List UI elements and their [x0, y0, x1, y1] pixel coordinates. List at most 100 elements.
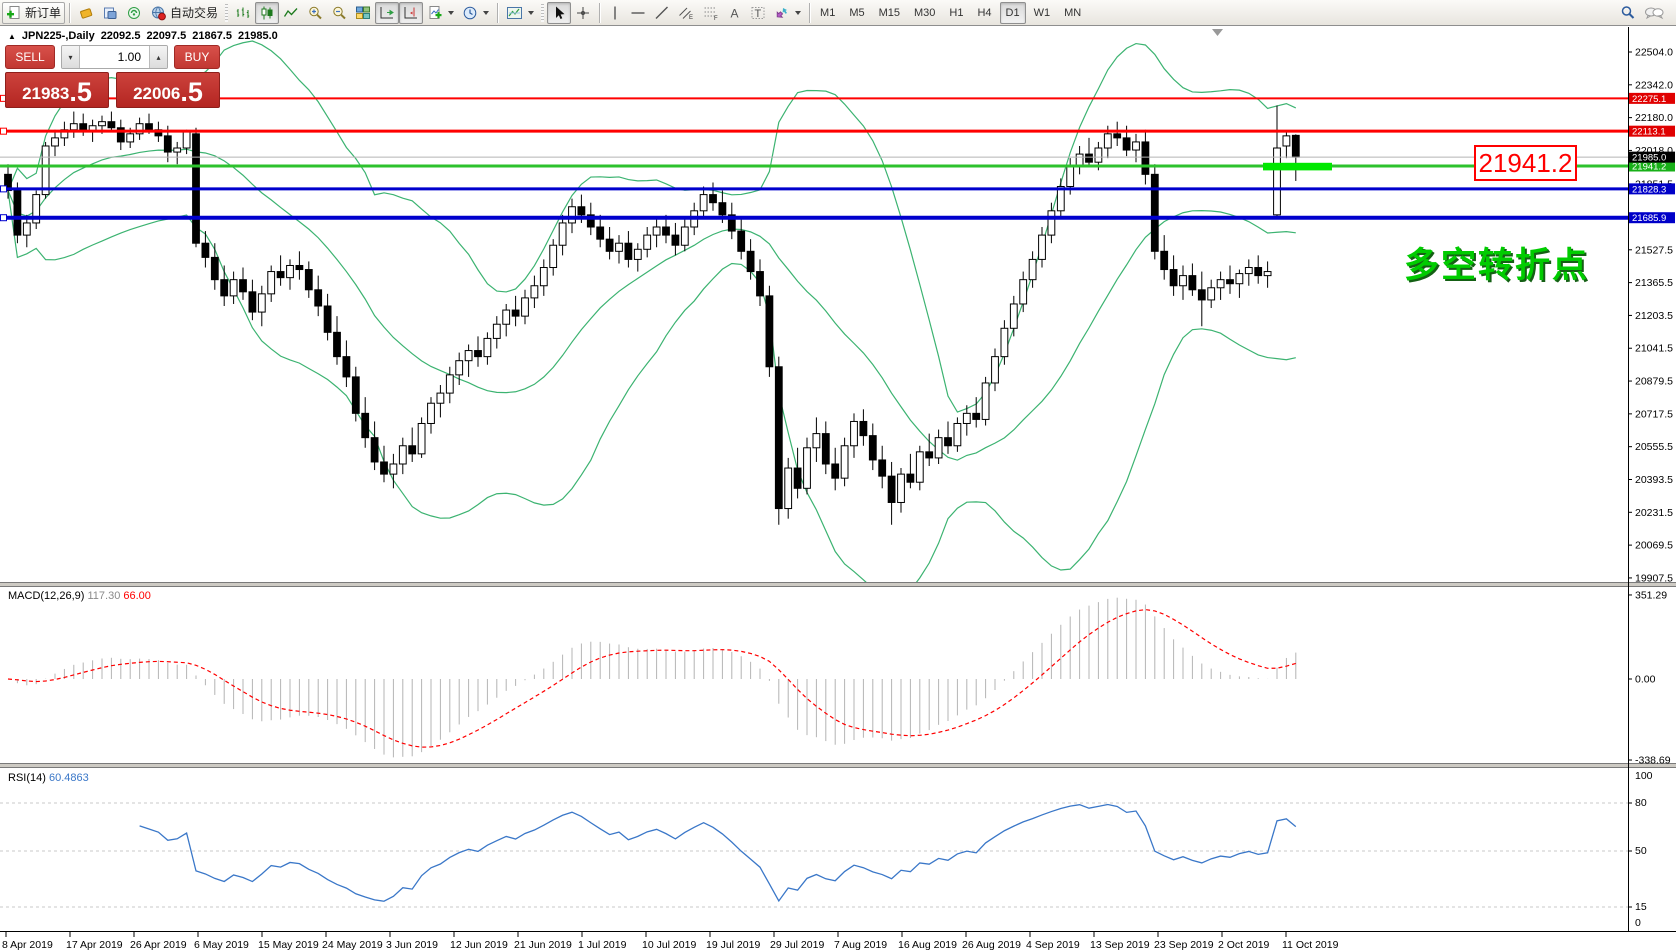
buy-price-pips: .5 — [180, 77, 203, 108]
new-order-button[interactable]: 新订单 — [2, 1, 66, 24]
data-window-button[interactable] — [98, 2, 122, 24]
indicators-button[interactable] — [423, 2, 458, 24]
svg-text:7 Aug 2019: 7 Aug 2019 — [834, 939, 887, 951]
candlestick-chart-button[interactable] — [255, 1, 280, 24]
vertical-line-button[interactable] — [604, 2, 626, 24]
line-chart-button[interactable] — [279, 2, 303, 24]
timeframe-MN[interactable]: MN — [1064, 6, 1082, 19]
panel-separator[interactable] — [0, 582, 1676, 587]
timeframe-M15[interactable]: M15 — [878, 6, 900, 19]
bar-chart-icon — [236, 7, 250, 18]
toolbar-drag-handle[interactable] — [541, 3, 545, 22]
text-button[interactable]: A — [724, 2, 746, 24]
autotrade-button[interactable]: 自动交易 — [146, 2, 222, 24]
svg-text:80: 80 — [1635, 797, 1647, 809]
toolbar-separator — [809, 2, 811, 23]
timeframe-D1[interactable]: D1 — [999, 1, 1026, 24]
toolbar-separator — [69, 2, 71, 23]
svg-text:22275.1: 22275.1 — [1632, 94, 1666, 105]
svg-text:21365.5: 21365.5 — [1635, 277, 1673, 289]
svg-text:351.29: 351.29 — [1635, 589, 1667, 601]
tile-windows-button[interactable] — [351, 2, 375, 24]
sell-price-pips: .5 — [69, 77, 92, 108]
timeframe-H4[interactable]: H4 — [977, 6, 992, 19]
fibonacci-button[interactable]: F — [699, 2, 724, 24]
svg-text:4 Sep 2019: 4 Sep 2019 — [1026, 939, 1080, 951]
level-line-21828.3[interactable] — [0, 185, 1628, 193]
buy-button[interactable]: BUY — [174, 45, 220, 69]
price-annotation-box[interactable]: 21941.2 — [1474, 145, 1577, 181]
buy-price-box[interactable]: 22006.5 — [116, 72, 220, 108]
date-axis[interactable]: 8 Apr 2019 17 Apr 2019 26 Apr 2019 6 May 20… — [2, 932, 1339, 951]
svg-text:20393.5: 20393.5 — [1635, 474, 1673, 486]
cursor-button[interactable] — [547, 1, 572, 24]
svg-text:16 Aug 2019: 16 Aug 2019 — [898, 939, 957, 951]
timeframe-group: M1 M5 M15 M30 H1 H4 D1 W1 MN — [814, 1, 1087, 24]
fibonacci-icon: F — [704, 7, 718, 21]
zoom-out-button[interactable] — [327, 2, 351, 24]
macd-signal-line — [7, 608, 1296, 748]
arrow-objects-icon — [776, 7, 788, 18]
svg-text:11 Oct 2019: 11 Oct 2019 — [1282, 939, 1339, 951]
timeframe-H1[interactable]: H1 — [949, 6, 964, 19]
sell-price-box[interactable]: 21983.5 — [5, 72, 109, 108]
trendline-button[interactable] — [650, 2, 674, 24]
periods-button[interactable] — [458, 2, 493, 24]
horizontal-line-button[interactable] — [626, 2, 650, 24]
arrows-button[interactable] — [770, 2, 805, 24]
tag-icon — [80, 7, 93, 19]
crosshair-icon — [577, 6, 590, 19]
macd-label: MACD(12,26,9) 117.30 66.00 — [8, 590, 151, 602]
toolbar-drag-handle[interactable] — [225, 3, 229, 22]
chart-symbol-title: ▲ JPN225-,Daily 22092.5 22097.5 21867.5 … — [8, 30, 278, 42]
level-line-21685.9[interactable] — [0, 214, 1628, 222]
svg-text:24 May 2019: 24 May 2019 — [322, 939, 383, 951]
svg-text:29 Jul 2019: 29 Jul 2019 — [770, 939, 824, 951]
svg-text:17 Apr 2019: 17 Apr 2019 — [66, 939, 123, 951]
zoom-out-icon — [333, 6, 346, 19]
trend-highlight-segment[interactable] — [1263, 162, 1332, 171]
search-button[interactable] — [1616, 2, 1640, 24]
svg-text:21 Jun 2019: 21 Jun 2019 — [514, 939, 572, 951]
volume-input[interactable] — [80, 46, 149, 68]
svg-text:21041.5: 21041.5 — [1635, 343, 1673, 355]
timeframe-W1[interactable]: W1 — [1033, 6, 1051, 19]
zoom-in-icon — [309, 6, 322, 19]
alerts-button[interactable] — [122, 2, 146, 24]
timeframe-M30[interactable]: M30 — [914, 6, 936, 19]
timeframe-M1[interactable]: M1 — [820, 6, 836, 19]
equidistant-channel-button[interactable]: E — [674, 2, 699, 24]
chat-bubbles-icon — [1645, 7, 1664, 19]
trendline-icon — [655, 6, 669, 19]
svg-text:8 Apr 2019: 8 Apr 2019 — [2, 939, 53, 951]
market-watch-button[interactable] — [74, 2, 98, 24]
zoom-in-button[interactable] — [303, 2, 327, 24]
text-a-icon: A — [731, 6, 739, 20]
chat-button[interactable] — [1640, 2, 1668, 24]
crosshair-button[interactable] — [571, 2, 595, 24]
scroll-marker-icon[interactable] — [1212, 29, 1223, 36]
bar-chart-button[interactable] — [231, 2, 255, 24]
chart-shift-button[interactable] — [399, 1, 424, 24]
auto-scroll-button[interactable] — [375, 1, 400, 24]
svg-text:21203.5: 21203.5 — [1635, 310, 1673, 322]
dropdown-arrow-icon — [795, 10, 802, 15]
pivot-note-text[interactable]: 多空转折点 — [1404, 246, 1590, 285]
timeframe-M5[interactable]: M5 — [849, 6, 865, 19]
level-line-22113.1[interactable] — [0, 127, 1628, 135]
rsi-axis: 100 80 50 15 0 — [1628, 770, 1653, 929]
rsi-levels — [0, 802, 1628, 908]
sell-button[interactable]: SELL — [5, 45, 55, 69]
volume-increase-button[interactable]: ▴ — [149, 46, 167, 68]
price-badge-22275.1: 22275.1 — [1629, 92, 1675, 105]
panel-separator[interactable] — [0, 763, 1676, 768]
text-label-button[interactable]: T — [746, 2, 770, 24]
collapse-arrow-icon[interactable]: ▲ — [8, 31, 16, 41]
svg-text:20231.5: 20231.5 — [1635, 507, 1673, 519]
svg-text:10 Jul 2019: 10 Jul 2019 — [642, 939, 696, 951]
templates-button[interactable] — [502, 2, 538, 24]
dropdown-arrow-icon — [448, 10, 455, 15]
svg-text:20069.5: 20069.5 — [1635, 540, 1673, 552]
volume-decrease-button[interactable]: ▾ — [62, 46, 80, 68]
